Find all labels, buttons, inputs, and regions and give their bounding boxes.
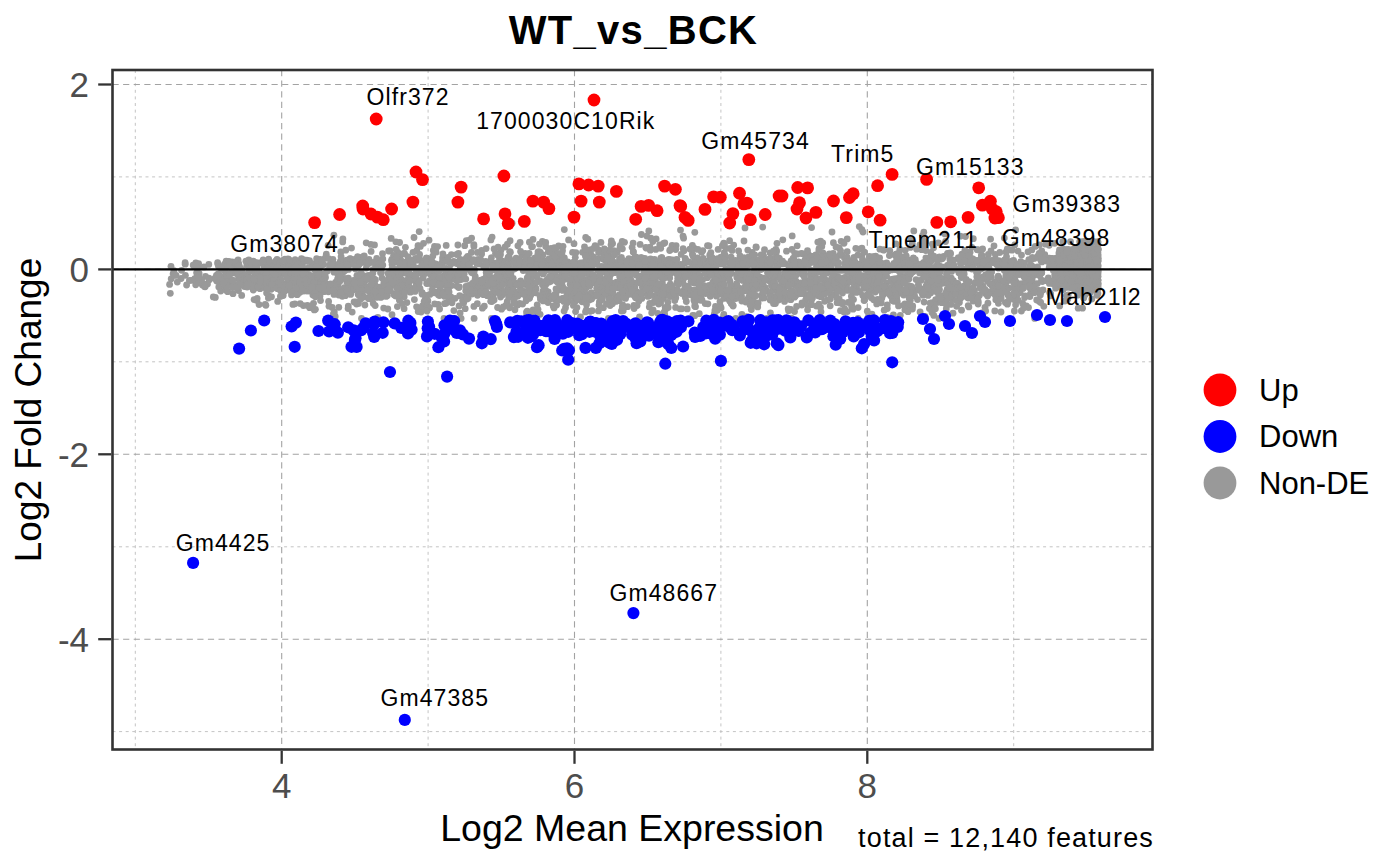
svg-text:0: 0 [70, 250, 89, 289]
svg-text:Olfr372: Olfr372 [366, 84, 449, 110]
svg-text:-4: -4 [58, 620, 89, 659]
svg-text:-2: -2 [58, 435, 89, 474]
svg-text:Gm4425: Gm4425 [176, 530, 271, 556]
svg-text:2: 2 [70, 65, 89, 104]
svg-text:Tmem211: Tmem211 [869, 227, 979, 253]
svg-text:Log2 Mean Expression: Log2 Mean Expression [440, 807, 824, 849]
svg-text:Mab21l2: Mab21l2 [1046, 284, 1142, 310]
svg-text:Non-DE: Non-DE [1259, 466, 1369, 501]
svg-text:Up: Up [1259, 373, 1299, 408]
svg-text:Gm45734: Gm45734 [701, 128, 810, 154]
svg-text:Gm39383: Gm39383 [1012, 191, 1121, 217]
svg-text:6: 6 [565, 766, 584, 805]
svg-text:Gm48398: Gm48398 [1002, 225, 1111, 251]
svg-text:Trim5: Trim5 [831, 141, 894, 167]
svg-text:Log2 Fold Change: Log2 Fold Change [8, 258, 49, 562]
svg-text:8: 8 [858, 766, 877, 805]
svg-text:WT_vs_BCK: WT_vs_BCK [509, 8, 759, 52]
svg-text:Down: Down [1259, 419, 1338, 454]
svg-text:Gm38074: Gm38074 [230, 231, 339, 257]
svg-text:Gm47385: Gm47385 [380, 685, 489, 711]
svg-text:1700030C10Rik: 1700030C10Rik [476, 108, 655, 134]
svg-text:total = 12,140 features: total = 12,140 features [858, 823, 1154, 853]
svg-text:Gm15133: Gm15133 [916, 154, 1025, 180]
svg-text:4: 4 [272, 766, 291, 805]
svg-text:Gm48667: Gm48667 [609, 580, 718, 606]
